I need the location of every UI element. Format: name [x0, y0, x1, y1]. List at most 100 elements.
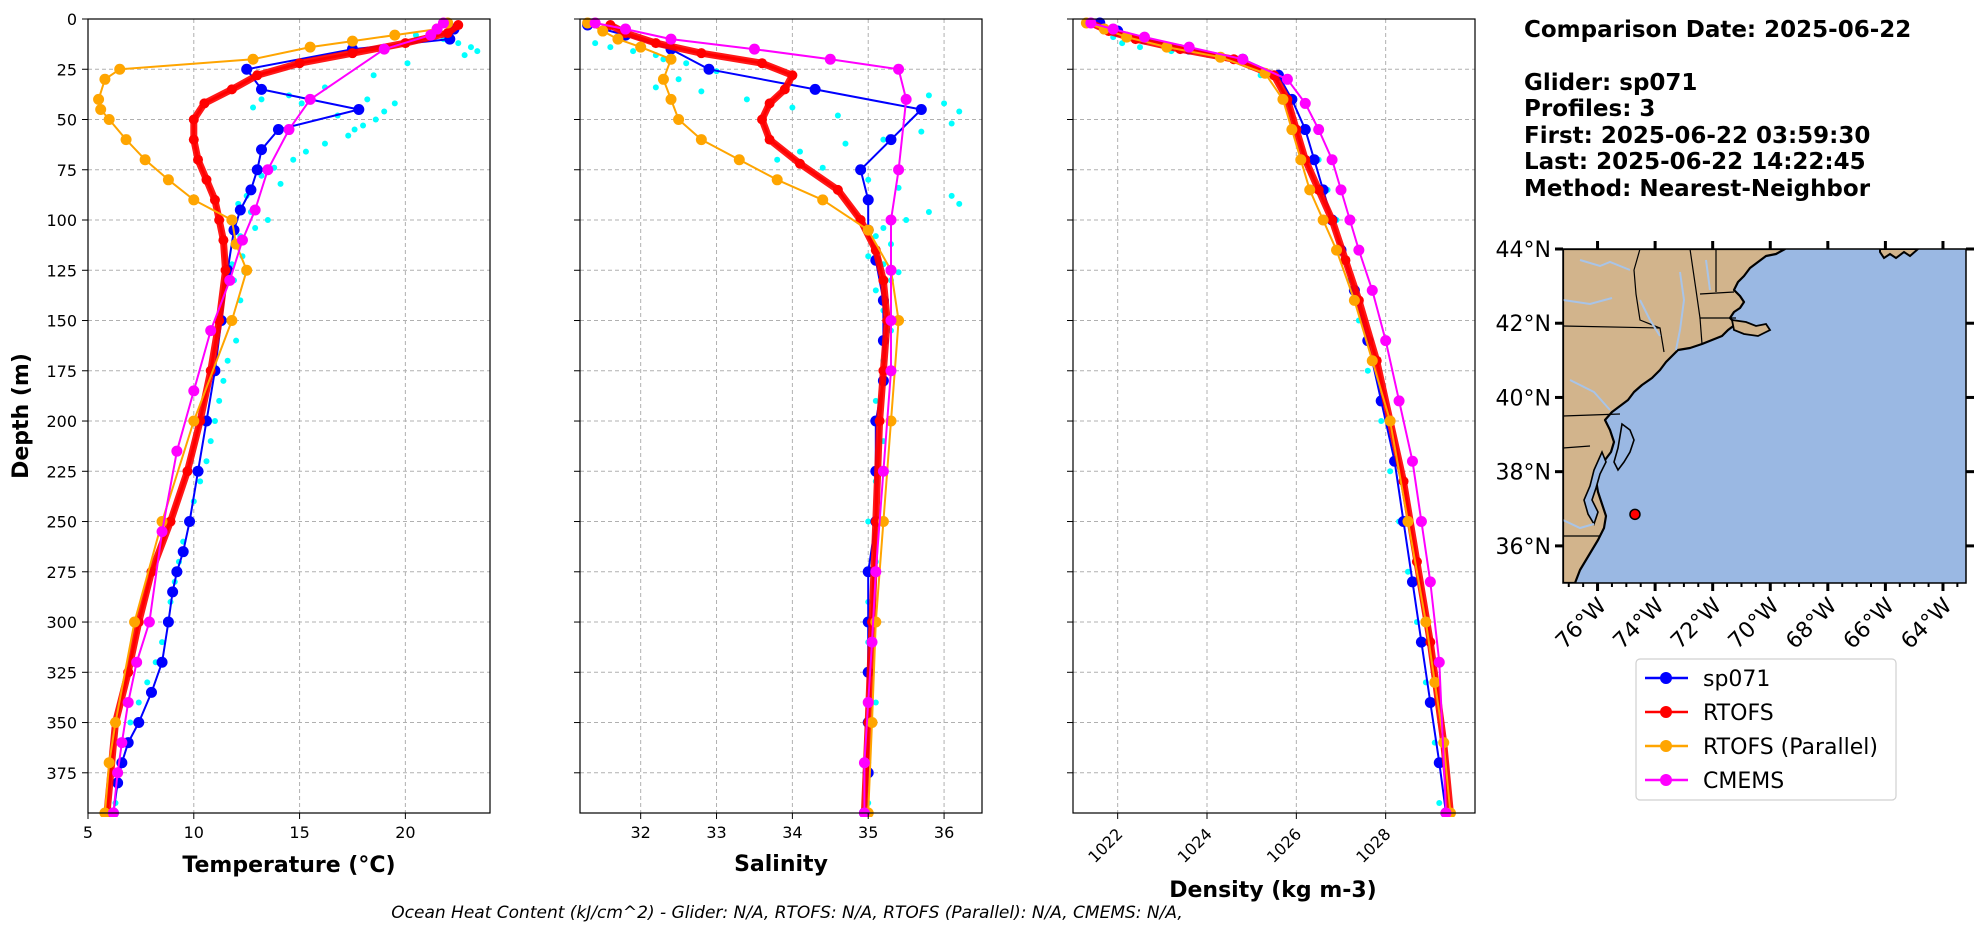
salinity-raw-point [872, 287, 879, 294]
salinity-raw-point [880, 225, 887, 232]
temperature-cmems-point [116, 737, 128, 749]
temperature-sp071-point [112, 777, 124, 789]
salinity-xtick-label: 34 [782, 823, 802, 842]
salinity-rtofs-parallel-line [587, 22, 900, 814]
map-land [1563, 249, 1787, 583]
salinity-rtofs-parallel-point [866, 717, 878, 729]
depth-ytick-label: 225 [46, 462, 77, 481]
density-rtofs-parallel-point [1121, 31, 1133, 43]
salinity-rtofs-point [794, 158, 805, 169]
temperature-raw-point [461, 52, 468, 59]
salinity-raw-point [903, 217, 910, 224]
temperature-sp071-point [241, 63, 253, 75]
temperature-rtofs-parallel-point [226, 315, 238, 327]
info-comparison-date: Comparison Date: 2025-06-22 [1524, 17, 1911, 43]
temperature-sp071-point [171, 566, 183, 578]
salinity-raw-point [941, 100, 948, 107]
density-rtofs-line [1090, 21, 1452, 814]
legend-marker-cmems [1660, 774, 1672, 786]
temperature-raw-point [372, 116, 379, 123]
salinity-raw-point [925, 208, 932, 215]
density-raw-point [1378, 418, 1385, 425]
temperature-rtofs-parallel-point [114, 63, 126, 75]
salinity-rtofs-point [764, 98, 775, 109]
salinity-cmems-point [870, 566, 882, 578]
density-cmems-point [1406, 455, 1418, 467]
temperature-xtick-label: 15 [289, 823, 309, 842]
temperature-rtofs-parallel-point [188, 415, 200, 427]
temperature-raw-point [351, 126, 358, 133]
temperature-sp071-point [145, 686, 157, 698]
salinity-sp071-point [885, 134, 897, 146]
map-rivers [1563, 259, 1711, 530]
temperature-rtofs-point [252, 70, 263, 81]
salinity-raw-point [948, 120, 955, 127]
temperature-sp071-point [133, 717, 145, 729]
temperature-raw-point [474, 48, 481, 55]
density-cmems-point [1353, 244, 1365, 256]
density-raw-point [1364, 367, 1371, 374]
temperature-rtofs-point [226, 84, 237, 95]
density-cmems-point [1183, 41, 1195, 53]
temperature-raw-point [197, 478, 204, 485]
density-rtofs-parallel-point [1304, 184, 1316, 196]
density-rtofs-point [1340, 255, 1351, 266]
salinity-cmems-point [866, 636, 878, 648]
temperature-raw-point [404, 60, 411, 67]
salinity-rtofs-parallel-point [673, 114, 685, 126]
density-rtofs-band [1089, 19, 1454, 814]
legend-marker-sp071 [1660, 672, 1672, 684]
info-block: Comparison Date: 2025-06-22 Glider: sp07… [1524, 17, 1911, 202]
temperature-raw-point [467, 44, 474, 51]
density-sp071-point [1406, 576, 1418, 588]
temperature-raw-point [298, 100, 305, 107]
temperature-cmems-point [249, 204, 261, 216]
salinity-raw-point [592, 40, 599, 47]
map-lon-label: 72°W [1666, 593, 1727, 654]
temperature-sp071-point [184, 516, 196, 528]
map-lat-label: 42°N [1496, 312, 1551, 337]
temperature-raw-point [224, 357, 231, 364]
depth-ytick-label: 350 [46, 714, 77, 733]
glider-position-marker [1629, 508, 1641, 521]
density-cmems-point [1415, 516, 1427, 528]
salinity-series-rtofs-parallel [582, 17, 905, 817]
salinity-cmems-point [589, 17, 601, 29]
temperature-rtofs-point [218, 235, 229, 246]
salinity-sp071-point [855, 164, 867, 176]
density-cmems-point [1344, 214, 1356, 226]
salinity-rtofs-parallel-point [597, 25, 609, 37]
density-sp071-point [1415, 636, 1427, 648]
map-lon-label: 64°W [1897, 593, 1958, 654]
temperature-xtick-label: 5 [83, 823, 93, 842]
info-last: Last: 2025-06-22 14:22:45 [1524, 149, 1866, 175]
temperature-sp071-point [353, 103, 365, 115]
temperature-raw-point [277, 180, 284, 187]
density-cmems-point [1335, 184, 1347, 196]
legend-label-cmems: CMEMS [1703, 769, 1784, 794]
temperature-rtofs-parallel-point [95, 103, 107, 115]
temperature-rtofs-parallel-point [241, 264, 253, 276]
temperature-rtofs-point [453, 20, 464, 31]
depth-ytick-label: 150 [46, 312, 77, 331]
salinity-cmems-point [900, 93, 912, 105]
salinity-raw-point [880, 136, 887, 143]
temperature-cmems-point [188, 385, 200, 397]
legend-label-rtofs-parallel: RTOFS (Parallel) [1703, 735, 1878, 760]
temperature-raw-point [135, 699, 142, 706]
salinity-rtofs-parallel-point [582, 17, 594, 29]
salinity-rtofs-line [609, 23, 889, 814]
salinity-rtofs-point [764, 134, 775, 145]
legend-box [1635, 658, 1897, 801]
salinity-cmems-point [748, 43, 760, 55]
salinity-raw-point [698, 88, 705, 95]
glider-location-map: 76°W74°W72°W70°W68°W66°W64°W 36°N 38°N 40°N… [1496, 238, 1974, 654]
depth-ytick-label: 375 [46, 764, 77, 783]
salinity-cmems-point [893, 63, 905, 75]
temperature-raw-point [370, 72, 377, 79]
salinity-rtofs-parallel-point [733, 154, 745, 166]
density-rtofs-parallel-point [1384, 415, 1396, 427]
temperature-cmems-point [107, 807, 119, 817]
map-lat-label: 36°N [1496, 535, 1551, 560]
salinity-sp071-point [862, 194, 874, 206]
